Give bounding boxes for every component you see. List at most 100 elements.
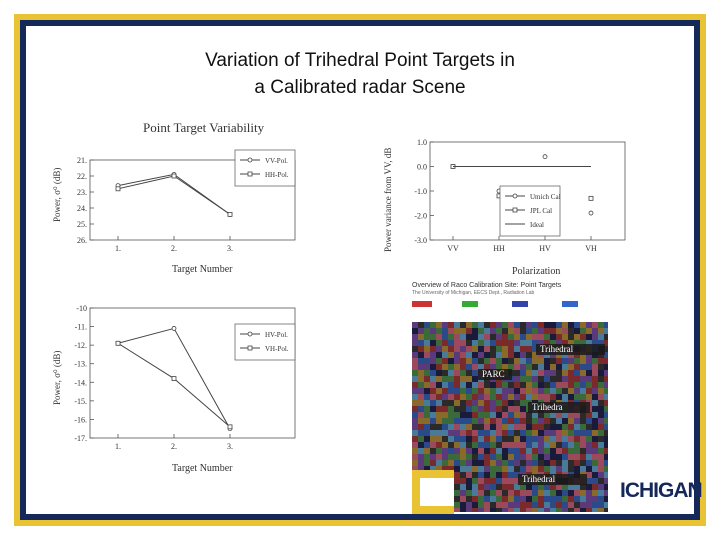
radar-pixel xyxy=(448,388,454,394)
radar-pixel xyxy=(604,376,608,382)
radar-pixel xyxy=(454,322,460,328)
radar-pixel xyxy=(430,406,436,412)
radar-pixel xyxy=(466,328,472,334)
radar-pixel xyxy=(592,454,598,460)
radar-pixel xyxy=(586,448,592,454)
radar-pixel xyxy=(562,358,568,364)
radar-pixel xyxy=(550,376,556,382)
radar-pixel xyxy=(454,400,460,406)
radar-pixel xyxy=(592,508,598,512)
radar-pixel xyxy=(586,334,592,340)
radar-pixel xyxy=(484,448,490,454)
radar-pixel xyxy=(598,382,604,388)
radar-pixel xyxy=(544,466,550,472)
chart1-legend-marker xyxy=(247,157,253,163)
radar-pixel xyxy=(586,496,592,502)
radar-pixel xyxy=(592,376,598,382)
radar-pixel xyxy=(478,472,484,478)
radar-pixel xyxy=(436,400,442,406)
radar-pixel xyxy=(508,448,514,454)
radar-pixel xyxy=(418,436,424,442)
radar-label-bg xyxy=(528,402,590,413)
radar-pixel xyxy=(526,448,532,454)
radar-pixel xyxy=(436,412,442,418)
radar-pixel xyxy=(424,460,430,466)
radar-pixel xyxy=(502,460,508,466)
radar-pixel xyxy=(514,358,520,364)
radar-pixel xyxy=(436,430,442,436)
university-logo-text: ICHIGAN xyxy=(620,479,703,502)
chart3-point xyxy=(171,376,177,381)
radar-pixel xyxy=(604,340,608,346)
radar-pixel xyxy=(454,436,460,442)
radar-label-bg xyxy=(518,474,587,485)
radar-pixel xyxy=(430,340,436,346)
radar-pixel xyxy=(556,502,562,508)
radar-pixel xyxy=(508,388,514,394)
chart2-point xyxy=(588,195,594,201)
chart3-legend-label: HV-Pol. xyxy=(265,331,288,339)
radar-pixel xyxy=(472,472,478,478)
radar-pixel xyxy=(514,436,520,442)
radar-pixel xyxy=(490,388,496,394)
radar-pixel xyxy=(496,334,502,340)
radar-pixel xyxy=(586,322,592,328)
radar-pixel xyxy=(454,340,460,346)
radar-pixel xyxy=(526,466,532,472)
radar-pixel xyxy=(580,502,586,508)
radar-pixel xyxy=(448,412,454,418)
radar-pixel xyxy=(418,424,424,430)
radar-pixel xyxy=(430,334,436,340)
radar-pixel xyxy=(532,370,538,376)
radar-pixel xyxy=(586,478,592,484)
radar-pixel xyxy=(478,322,484,328)
radar-pixel xyxy=(454,508,460,512)
radar-pixel xyxy=(514,424,520,430)
chart1-point xyxy=(171,173,177,179)
radar-pixel xyxy=(544,322,550,328)
radar-pixel xyxy=(526,430,532,436)
radar-pixel xyxy=(562,448,568,454)
radar-pixel xyxy=(454,382,460,388)
radar-pixel xyxy=(472,478,478,484)
radar-pixel xyxy=(532,352,538,358)
radar-pixel xyxy=(604,382,608,388)
radar-pixel xyxy=(508,412,514,418)
radar-pixel xyxy=(424,418,430,424)
radar-pixel xyxy=(454,388,460,394)
radar-pixel xyxy=(526,412,532,418)
radar-pixel xyxy=(460,448,466,454)
radar-label: PARC xyxy=(482,369,505,379)
radar-pixel xyxy=(568,412,574,418)
radar-pixel xyxy=(574,412,580,418)
chart2-legend-label: Umich Cal xyxy=(530,193,561,201)
radar-pixel xyxy=(490,502,496,508)
radar-pixel xyxy=(454,346,460,352)
radar-pixel xyxy=(592,502,598,508)
radar-pixel xyxy=(592,442,598,448)
radar-pixel xyxy=(544,364,550,370)
radar-pixel xyxy=(430,394,436,400)
radar-pixel xyxy=(598,508,604,512)
radar-pixel xyxy=(592,394,598,400)
radar-pixel xyxy=(550,370,556,376)
radar-pixel xyxy=(448,376,454,382)
chart2-ytick-label: -1.0 xyxy=(414,187,427,196)
radar-pixel xyxy=(514,388,520,394)
radar-pixel xyxy=(466,382,472,388)
chart3-legend-marker xyxy=(247,331,253,337)
radar-pixel xyxy=(586,358,592,364)
radar-pixel xyxy=(472,412,478,418)
radar-pixel xyxy=(538,340,544,346)
radar-pixel xyxy=(520,418,526,424)
radar-pixel xyxy=(502,412,508,418)
radar-pixel xyxy=(592,370,598,376)
radar-pixel xyxy=(568,436,574,442)
radar-pixel xyxy=(580,466,586,472)
radar-pixel xyxy=(556,376,562,382)
radar-pixel xyxy=(592,412,598,418)
radar-pixel xyxy=(526,340,532,346)
radar-pixel xyxy=(604,334,608,340)
radar-pixel xyxy=(598,478,604,484)
radar-pixel xyxy=(466,352,472,358)
